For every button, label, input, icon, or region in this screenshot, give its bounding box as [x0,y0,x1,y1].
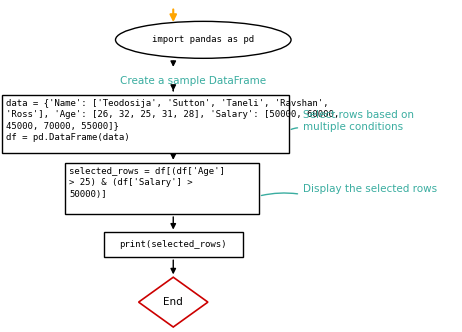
Bar [104,232,243,257]
Text: print(selected_rows): print(selected_rows) [120,240,227,249]
Text: import pandas as pd: import pandas as pd [152,35,255,44]
Text: Select rows based on
multiple conditions: Select rows based on multiple conditions [303,110,413,132]
Polygon shape [139,277,208,327]
Text: Display the selected rows: Display the selected rows [303,184,437,194]
Bar [2,95,289,153]
Text: selected_rows = df[(df['Age']
> 25) & (df['Salary'] >
50000)]: selected_rows = df[(df['Age'] > 25) & (d… [69,167,225,199]
Bar [65,163,259,214]
Text: data = {'Name': ['Teodosija', 'Sutton', 'Taneli', 'Ravshan',
'Ross'], 'Age': [26: data = {'Name': ['Teodosija', 'Sutton', … [6,99,339,142]
Text: End: End [164,297,183,307]
Text: Create a sample DataFrame: Create a sample DataFrame [120,76,266,86]
